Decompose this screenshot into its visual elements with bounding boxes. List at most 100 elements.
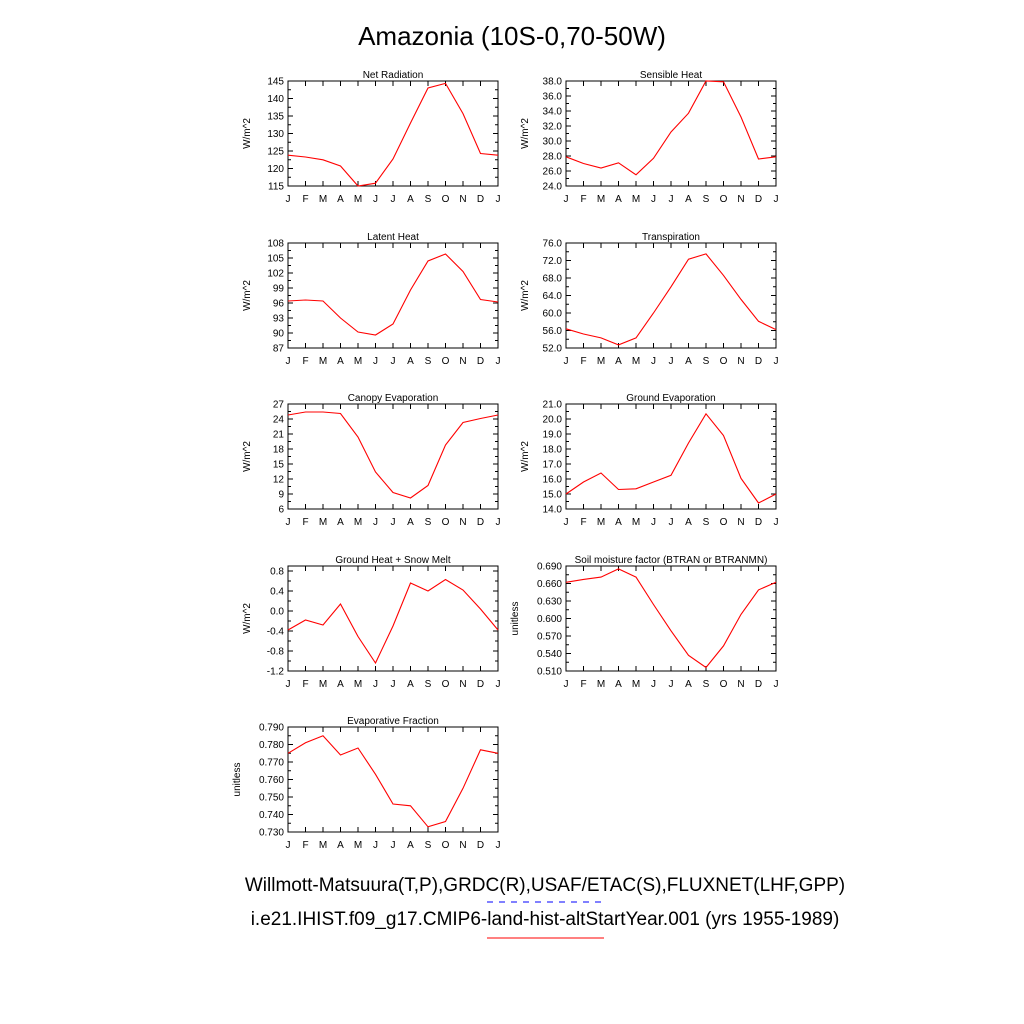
y-tick-label: 0.750 (259, 793, 284, 804)
x-tick-label: A (685, 679, 692, 690)
x-tick-label: J (391, 194, 396, 205)
y-tick-label: 115 (268, 182, 284, 193)
x-tick-label: J (564, 194, 569, 205)
y-tick-label: 0.4 (270, 587, 284, 598)
y-tick-label: 60.0 (543, 309, 563, 320)
x-tick-label: A (615, 679, 622, 690)
model-series-line (565, 80, 777, 176)
main-title: Amazonia (10S-0,70-50W) (358, 21, 666, 51)
y-tick-label: 102 (267, 269, 284, 280)
y-tick-label: 93 (273, 314, 285, 325)
y-tick-label: 135 (267, 112, 284, 123)
panel-title: Sensible Heat (640, 70, 702, 81)
x-tick-label: S (703, 356, 710, 367)
plot-frame (565, 403, 777, 510)
x-tick-label: S (425, 679, 432, 690)
x-tick-label: J (774, 194, 779, 205)
y-tick-label: 9 (278, 490, 284, 501)
plot-frame (565, 565, 777, 672)
x-tick-label: A (685, 194, 692, 205)
y-tick-label: 105 (267, 254, 284, 265)
y-tick-label: -1.2 (267, 667, 285, 678)
x-tick-label: J (564, 679, 569, 690)
plot-frame (287, 242, 499, 349)
y-axis-label: unitless (232, 763, 243, 797)
x-tick-label: D (477, 356, 484, 367)
y-tick-label: 0.630 (537, 597, 562, 608)
x-tick-label: M (597, 517, 605, 528)
plot-frame (565, 80, 777, 187)
x-tick-label: J (651, 356, 656, 367)
x-tick-label: J (286, 356, 291, 367)
y-axis-label: W/m^2 (242, 441, 253, 472)
y-tick-label: 20.0 (543, 415, 563, 426)
x-tick-label: J (496, 840, 501, 851)
legend: Willmott-Matsuura(T,P),GRDC(R),USAF/ETAC… (245, 875, 845, 939)
x-tick-label: N (459, 679, 466, 690)
y-tick-label: 140 (267, 94, 284, 105)
y-tick-label: 0.600 (537, 614, 562, 625)
x-tick-label: S (703, 679, 710, 690)
y-tick-label: 87 (273, 344, 285, 355)
y-tick-label: 56.0 (543, 326, 563, 337)
y-axis-label: W/m^2 (520, 441, 531, 472)
plot-frame (287, 80, 499, 187)
y-tick-label: 14.0 (543, 505, 563, 516)
y-tick-label: 0.8 (270, 567, 284, 578)
x-tick-label: D (755, 679, 762, 690)
model-series-line (287, 253, 499, 336)
y-tick-label: 36.0 (543, 92, 563, 103)
x-tick-label: M (354, 194, 362, 205)
y-tick-label: 108 (267, 239, 284, 250)
x-tick-label: D (755, 517, 762, 528)
y-tick-label: 125 (267, 147, 284, 158)
x-tick-label: O (720, 517, 728, 528)
x-tick-label: N (737, 517, 744, 528)
y-tick-label: 72.0 (543, 256, 563, 267)
x-tick-label: O (442, 517, 450, 528)
x-tick-label: J (496, 517, 501, 528)
y-tick-label: 16.0 (543, 475, 563, 486)
x-tick-label: F (302, 840, 308, 851)
x-tick-label: J (391, 356, 396, 367)
x-tick-label: M (632, 356, 640, 367)
panel-title: Net Radiation (363, 70, 424, 81)
panel-title: Evaporative Fraction (347, 716, 439, 727)
model-series-line (565, 568, 777, 669)
y-axis-label: W/m^2 (242, 280, 253, 311)
x-tick-label: O (442, 194, 450, 205)
x-tick-label: D (477, 840, 484, 851)
x-tick-label: M (632, 517, 640, 528)
x-tick-label: D (477, 517, 484, 528)
x-tick-label: A (685, 356, 692, 367)
x-tick-label: F (580, 679, 586, 690)
x-tick-label: M (354, 356, 362, 367)
y-tick-label: -0.4 (267, 627, 285, 638)
x-tick-label: A (337, 517, 344, 528)
model-series-line (287, 82, 499, 187)
x-tick-label: M (597, 356, 605, 367)
panel-title: Transpiration (642, 232, 700, 243)
y-tick-label: 27 (273, 400, 285, 411)
panel-title: Ground Evaporation (626, 393, 716, 404)
y-tick-label: 0.770 (259, 758, 284, 769)
y-tick-label: 15.0 (543, 490, 563, 501)
y-tick-label: 18 (273, 445, 285, 456)
x-tick-label: N (459, 356, 466, 367)
plot-frame (565, 242, 777, 349)
x-tick-label: M (354, 840, 362, 851)
x-tick-label: M (319, 194, 327, 205)
x-tick-label: M (597, 679, 605, 690)
x-tick-label: J (651, 679, 656, 690)
y-tick-label: 0.790 (259, 723, 284, 734)
y-axis-label: unitless (510, 602, 521, 636)
y-axis-label: W/m^2 (242, 118, 253, 149)
y-tick-label: 0.730 (259, 828, 284, 839)
x-tick-label: J (774, 356, 779, 367)
y-tick-label: 0.690 (537, 562, 562, 573)
